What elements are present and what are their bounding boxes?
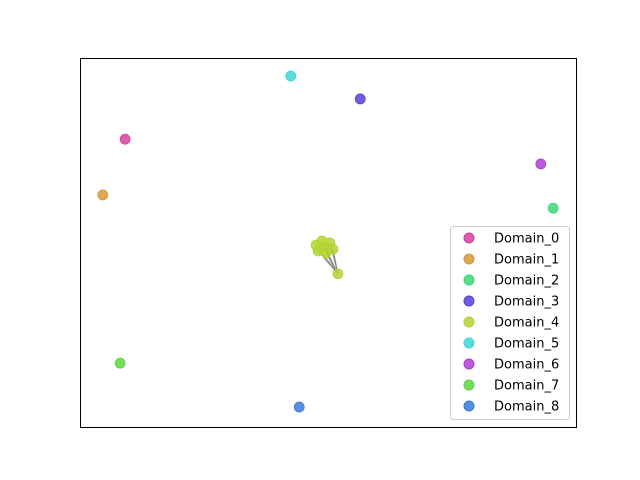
node <box>114 357 126 369</box>
legend-label: Domain_2 <box>494 274 559 289</box>
legend: Domain_0 Domain_1 Domain_2 Domain_3 Domain_4… <box>450 226 570 420</box>
node <box>285 70 297 82</box>
legend-marker <box>463 295 475 307</box>
node <box>293 401 305 413</box>
legend-label: Domain_1 <box>494 253 559 268</box>
legend-marker <box>463 253 475 265</box>
legend-marker <box>463 232 475 244</box>
legend-marker <box>463 337 475 349</box>
node <box>354 93 366 105</box>
legend-label: Domain_3 <box>494 295 559 310</box>
legend-label: Domain_6 <box>494 358 559 373</box>
legend-label: Domain_7 <box>494 379 559 394</box>
node <box>535 158 547 170</box>
legend-marker <box>463 379 475 391</box>
node <box>332 268 344 280</box>
node <box>318 241 330 253</box>
legend-label: Domain_5 <box>494 337 559 352</box>
node <box>119 133 131 145</box>
node <box>97 189 109 201</box>
legend-label: Domain_8 <box>494 400 559 415</box>
legend-marker <box>463 400 475 412</box>
legend-label: Domain_4 <box>494 316 559 331</box>
legend-label: Domain_0 <box>494 232 559 247</box>
legend-marker <box>463 274 475 286</box>
legend-box <box>450 226 570 420</box>
plot-frame <box>80 58 577 428</box>
legend-marker <box>463 358 475 370</box>
legend-marker <box>463 316 475 328</box>
node <box>547 202 559 214</box>
